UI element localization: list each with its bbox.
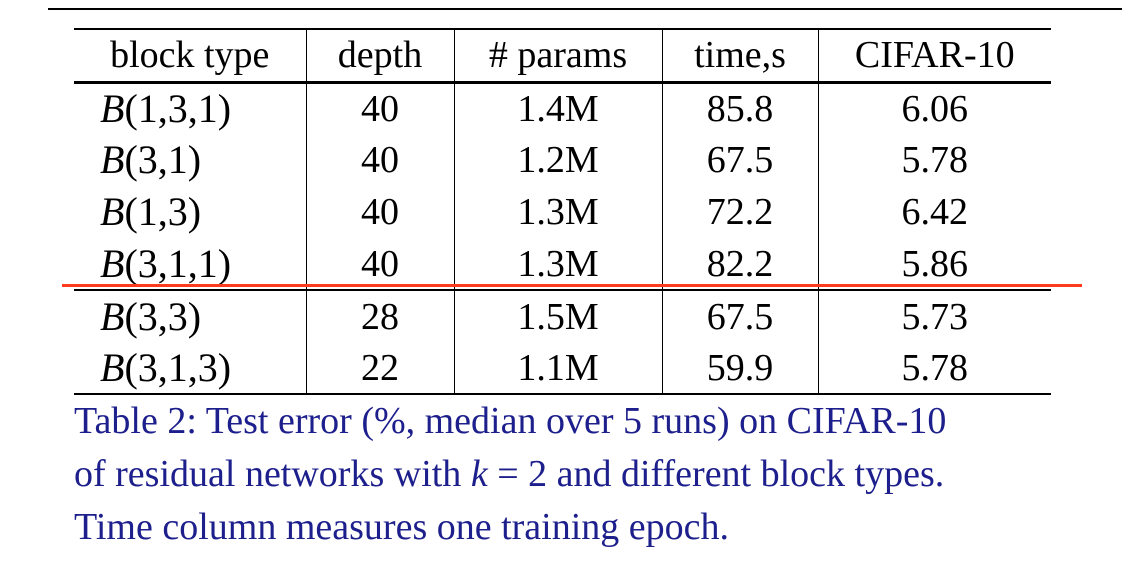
block-args: (1,3)	[124, 189, 202, 234]
params-cell: 1.2M	[453, 134, 662, 186]
caption-line-3: Time column measures one training epoch.	[74, 506, 730, 548]
block-type-cell: B(3,1)	[74, 134, 306, 186]
time-cell: 72.2	[661, 186, 818, 238]
red-annotation-line	[62, 284, 1082, 287]
block-letter: B	[100, 293, 125, 339]
time-cell: 67.5	[661, 134, 818, 186]
block-letter: B	[100, 137, 125, 182]
block-args: (3,1)	[124, 137, 202, 182]
depth-cell: 40	[305, 134, 454, 186]
error-cell: 5.78	[817, 342, 1051, 394]
time-cell: 59.9	[661, 342, 818, 394]
error-cell: 5.78	[817, 134, 1051, 186]
table-row: B(3,3) 28 1.5M 67.5 5.73	[74, 290, 1051, 342]
error-cell: 5.73	[817, 290, 1051, 342]
block-args: (3,1,1)	[124, 240, 232, 286]
caption-math-equals: = 2	[487, 453, 548, 495]
table-row: B(1,3) 40 1.3M 72.2 6.42	[74, 186, 1051, 238]
table-row: B(3,1,3) 22 1.1M 59.9 5.78	[74, 342, 1051, 394]
time-cell: 85.8	[661, 82, 818, 134]
caption-line-2-end: and different block types.	[547, 453, 945, 495]
depth-cell: 40	[305, 186, 454, 238]
block-letter: B	[100, 240, 125, 286]
time-cell: 82.2	[661, 238, 818, 290]
block-letter: B	[100, 85, 125, 131]
params-cell: 1.4M	[453, 82, 662, 134]
block-type-cell: B(3,1,3)	[74, 342, 306, 394]
block-type-cell: B(3,3)	[74, 290, 306, 342]
header-cifar10: CIFAR-10	[817, 29, 1051, 82]
caption-line-1: Table 2: Test error (%, median over 5 ru…	[74, 400, 947, 442]
table-row: B(1,3,1) 40 1.4M 85.8 6.06	[74, 82, 1051, 134]
block-letter: B	[100, 344, 125, 390]
depth-cell: 40	[305, 238, 454, 290]
error-cell: 6.06	[817, 82, 1051, 134]
depth-cell: 22	[305, 342, 454, 394]
params-cell: 1.3M	[453, 238, 662, 290]
block-letter: B	[100, 189, 125, 234]
error-cell: 6.42	[817, 186, 1051, 238]
params-cell: 1.5M	[453, 290, 662, 342]
block-type-cell: B(3,1,1)	[74, 238, 306, 290]
block-args: (1,3,1)	[124, 85, 232, 131]
table-row: B(3,1,1) 40 1.3M 82.2 5.86	[74, 238, 1051, 290]
caption-math-k: k	[470, 453, 488, 495]
depth-cell: 40	[305, 82, 454, 134]
caption-line-2: of residual networks with k = 2 and diff…	[74, 448, 1084, 501]
header-block-type: block type	[110, 34, 270, 77]
error-cell: 5.86	[817, 238, 1051, 290]
results-table: block type depth # params time,s CIFAR-1…	[74, 28, 1051, 395]
header-params: # params	[453, 29, 662, 82]
header-depth: depth	[305, 29, 454, 82]
header-time: time,s	[661, 29, 818, 82]
table-caption: Table 2: Test error (%, median over 5 ru…	[74, 395, 1084, 554]
table-header-row: block type depth # params time,s CIFAR-1…	[74, 29, 1051, 82]
block-args: (3,3)	[124, 293, 202, 339]
block-args: (3,1,3)	[124, 344, 232, 390]
table-row: B(3,1) 40 1.2M 67.5 5.78	[74, 134, 1051, 186]
params-cell: 1.1M	[453, 342, 662, 394]
params-cell: 1.3M	[453, 186, 662, 238]
block-type-cell: B(1,3,1)	[74, 82, 306, 134]
caption-line-2-start: of residual networks with	[74, 453, 471, 495]
depth-cell: 28	[305, 290, 454, 342]
block-type-cell: B(1,3)	[74, 186, 306, 238]
time-cell: 67.5	[661, 290, 818, 342]
page-top-rule	[48, 8, 1122, 10]
